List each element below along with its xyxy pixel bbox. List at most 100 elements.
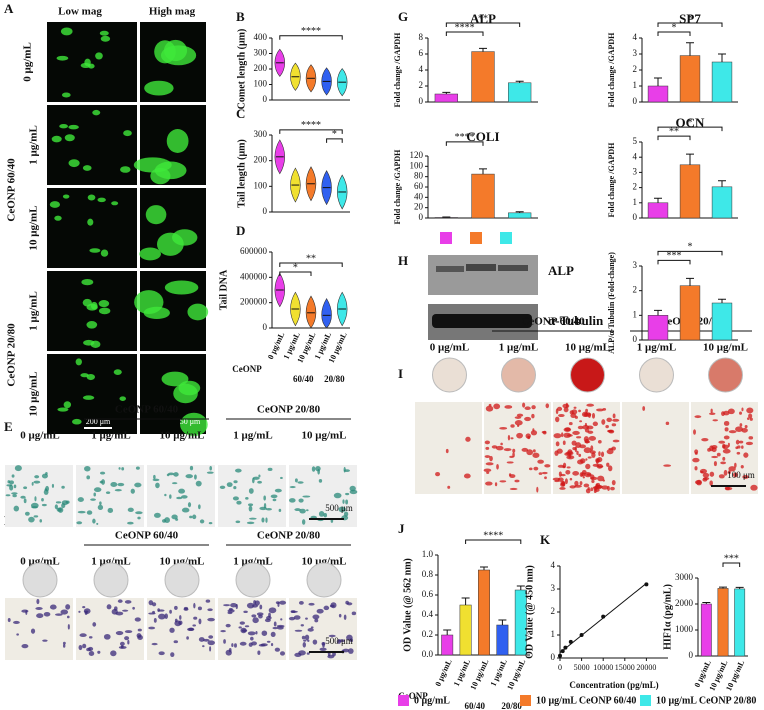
stain: [590, 445, 594, 451]
stain: [718, 474, 725, 479]
comet: [63, 401, 72, 409]
stain: [349, 638, 354, 643]
stain: [12, 494, 17, 498]
stain: [531, 413, 535, 419]
well: [639, 357, 674, 393]
stain: [77, 510, 86, 514]
x-tick-label: 5000: [574, 663, 590, 672]
micrograph: [47, 22, 137, 102]
stain: [564, 478, 568, 485]
stain: [268, 612, 271, 618]
stain: [124, 630, 133, 634]
stain: [303, 639, 307, 642]
stain: [328, 634, 336, 638]
stain: [274, 647, 281, 652]
stain: [187, 502, 192, 508]
stain: [107, 507, 114, 514]
bar: [459, 604, 472, 656]
stain: [134, 617, 141, 622]
stain: [590, 487, 594, 492]
y-tick-label: 0: [633, 96, 638, 106]
bar: [711, 186, 733, 219]
comet: [62, 194, 70, 199]
stain: [268, 607, 277, 614]
panel-letter: A: [4, 1, 14, 16]
column-label: 0 μg/mL: [430, 342, 470, 354]
stain: [247, 631, 256, 636]
stain: [316, 608, 324, 614]
stain: [510, 424, 515, 428]
chart-title: COLI: [466, 129, 499, 144]
y-tick-label: 4: [633, 32, 638, 42]
stain: [21, 643, 29, 649]
stain: [169, 609, 172, 614]
stain: [694, 415, 702, 419]
scale-label: 500 μm: [325, 636, 353, 646]
stain: [574, 480, 579, 486]
stain: [311, 466, 316, 472]
x-tick-label: 10 μg/mL: [505, 658, 527, 692]
stain: [560, 473, 566, 477]
stain: [119, 641, 125, 646]
bar: [434, 217, 458, 219]
stain: [528, 467, 533, 471]
error-bar: [480, 566, 488, 570]
stain: [76, 521, 83, 525]
stain: [169, 494, 172, 499]
stain: [485, 481, 493, 486]
stain: [532, 449, 536, 453]
stain: [61, 503, 66, 509]
significance-bracket: [465, 539, 522, 544]
stain: [57, 507, 64, 513]
stain: [465, 436, 471, 442]
y-tick-label: 80: [414, 171, 424, 181]
comet: [68, 159, 80, 168]
stain: [738, 440, 744, 444]
stain: [34, 496, 37, 502]
stain: [495, 445, 504, 451]
bar: [496, 624, 509, 656]
y-tick-label: 0.6: [422, 589, 434, 599]
stain: [485, 462, 494, 466]
stain: [610, 486, 615, 491]
stain: [178, 620, 183, 625]
stain: [54, 504, 58, 510]
stain: [152, 478, 160, 482]
stain: [302, 495, 311, 498]
bar: [647, 315, 669, 341]
stain: [562, 403, 570, 409]
stain: [584, 472, 592, 478]
stain: [153, 512, 161, 518]
stain: [173, 640, 179, 644]
stain: [78, 610, 81, 613]
stain: [231, 643, 234, 647]
stain: [709, 412, 716, 415]
stain: [612, 413, 616, 419]
stain: [576, 450, 579, 456]
comet: [86, 320, 98, 329]
stain: [13, 620, 20, 625]
significance-bracket: [279, 271, 312, 276]
stain: [318, 511, 325, 517]
stain: [254, 600, 260, 606]
well: [708, 357, 743, 393]
stain: [181, 507, 190, 513]
micrograph: [147, 598, 215, 660]
column-label: 0 μg/mL: [20, 430, 60, 442]
bar: [717, 588, 729, 657]
y-tick-label: 8: [419, 32, 424, 42]
stain: [251, 614, 257, 618]
comet: [161, 371, 189, 387]
stain: [230, 602, 238, 608]
comet: [64, 134, 75, 142]
significance-bracket: [445, 141, 484, 146]
well: [570, 357, 605, 393]
stain: [280, 618, 283, 621]
stain: [135, 466, 140, 470]
stain: [711, 455, 719, 459]
bar: [471, 51, 495, 103]
comet: [160, 45, 197, 66]
stain: [586, 403, 595, 407]
y-tick-label: 120: [410, 150, 424, 160]
error-bar: [461, 597, 470, 605]
